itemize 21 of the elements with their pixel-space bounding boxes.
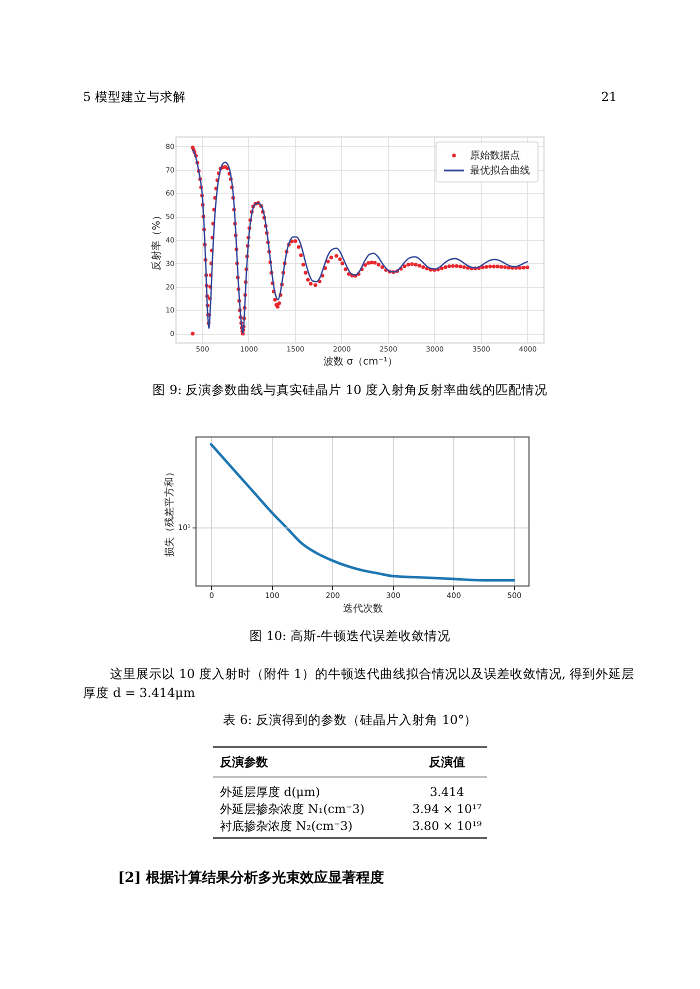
y-axis-title: 损失（残差平方和） (164, 467, 176, 557)
text: 3.94 × 10¹⁷ (412, 802, 482, 816)
text: 3.80 × 10¹⁹ (412, 819, 482, 833)
text: 21 (601, 89, 617, 104)
text: 这里展示以 10 度入射时（附件 1）的牛顿迭代曲线拟合情况以及误差收敛情况, 得到外延层厚度 d = 3.414μm (83, 666, 635, 700)
y-axis-title: 反射率（%） (150, 210, 163, 270)
text: 5 模型建立与求解 (83, 89, 186, 104)
text: 外延层掺杂浓度 N₁(cm⁻3) (220, 802, 365, 816)
x-axis-title: 迭代次数 (343, 602, 383, 614)
text: [2] 根据计算结果分析多光束效应显著程度 (118, 869, 384, 886)
text: 反演值 (428, 755, 465, 769)
text: 表 6: 反演得到的参数（硅晶片入射角 10°） (222, 712, 478, 727)
caption: 图 10: 高斯-牛顿迭代误差收敛情况 (249, 628, 451, 643)
legend-label: 原始数据点 (470, 150, 520, 162)
text: 外延层厚度 d(μm) (220, 785, 320, 799)
text: 3.414 (430, 785, 465, 799)
caption: 图 9: 反演参数曲线与真实硅晶片 10 度入射角反射率曲线的匹配情况 (152, 382, 548, 397)
text: 衬底掺杂浓度 N₂(cm⁻3) (220, 819, 353, 833)
text: 反演参数 (219, 755, 269, 769)
legend-label: 最优拟合曲线 (470, 164, 530, 176)
x-axis-title: 波数 σ（cm⁻¹） (323, 356, 398, 368)
